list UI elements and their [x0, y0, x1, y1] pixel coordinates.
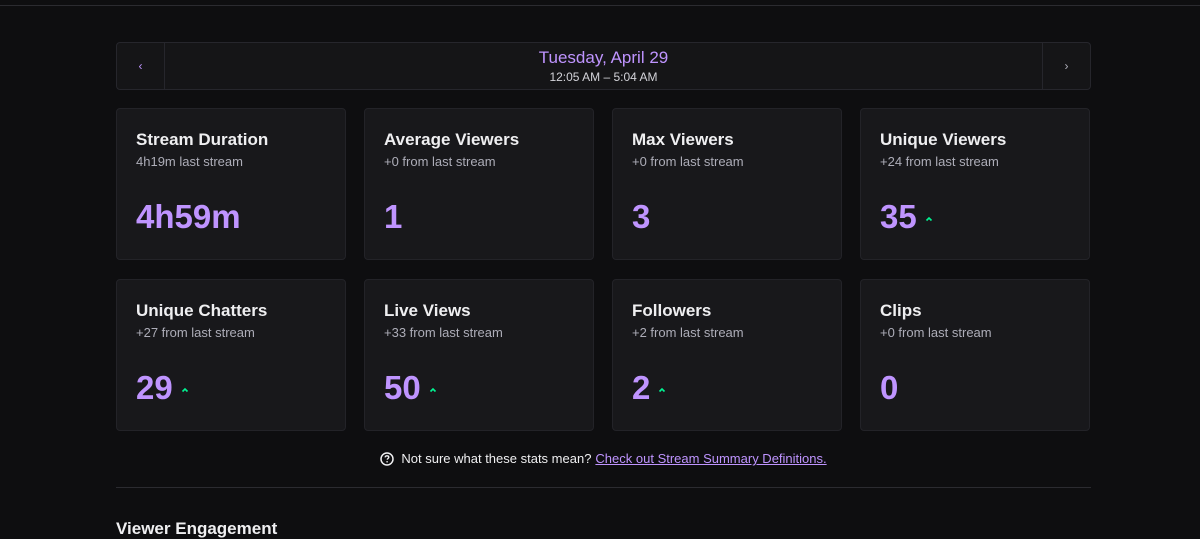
- trend-up-icon: [658, 386, 666, 394]
- chevron-right-icon: ›: [1064, 59, 1069, 73]
- date-display: Tuesday, April 29 12:05 AM – 5:04 AM: [165, 43, 1042, 89]
- help-text: Not sure what these stats mean?: [401, 451, 592, 466]
- stat-card-unique-viewers: Unique Viewers +24 from last stream 35: [860, 108, 1090, 260]
- stat-comparison: 4h19m last stream: [136, 154, 243, 169]
- stat-comparison: +0 from last stream: [880, 325, 992, 340]
- previous-stream-button[interactable]: ‹: [117, 43, 165, 89]
- trend-up-icon: [429, 386, 437, 394]
- stats-help: Not sure what these stats mean? Check ou…: [116, 451, 1091, 466]
- chevron-left-icon: ‹: [138, 59, 143, 73]
- stat-comparison: +0 from last stream: [632, 154, 744, 169]
- trend-up-icon: [181, 386, 189, 394]
- stat-card-followers: Followers +2 from last stream 2: [612, 279, 842, 431]
- stat-value: 0: [880, 369, 899, 406]
- stream-summary: ‹ Tuesday, April 29 12:05 AM – 5:04 AM ›…: [116, 42, 1091, 539]
- stream-time-range: 12:05 AM – 5:04 AM: [549, 69, 658, 84]
- stat-value: 2: [632, 369, 651, 406]
- stream-summary-definitions-link[interactable]: Check out Stream Summary Definitions.: [595, 451, 827, 466]
- stat-comparison: +24 from last stream: [880, 154, 999, 169]
- stat-value: 50: [384, 369, 421, 406]
- date-navigator: ‹ Tuesday, April 29 12:05 AM – 5:04 AM ›: [116, 42, 1091, 90]
- stat-card-stream-duration: Stream Duration 4h19m last stream 4h59m: [116, 108, 346, 260]
- stream-date: Tuesday, April 29: [538, 47, 669, 67]
- stat-card-unique-chatters: Unique Chatters +27 from last stream 29: [116, 279, 346, 431]
- stat-value: 4h59m: [136, 198, 241, 235]
- stat-comparison: +0 from last stream: [384, 154, 496, 169]
- stat-card-average-viewers: Average Viewers +0 from last stream 1: [364, 108, 594, 260]
- stats-grid: Stream Duration 4h19m last stream 4h59m …: [116, 108, 1091, 431]
- stat-title: Max Viewers: [632, 130, 734, 149]
- trend-up-icon: [925, 215, 933, 223]
- stat-card-max-viewers: Max Viewers +0 from last stream 3: [612, 108, 842, 260]
- stat-comparison: +33 from last stream: [384, 325, 503, 340]
- section-divider: [116, 487, 1091, 488]
- next-stream-button[interactable]: ›: [1042, 43, 1090, 89]
- stat-comparison: +2 from last stream: [632, 325, 744, 340]
- stat-title: Stream Duration: [136, 130, 269, 149]
- stat-comparison: +27 from last stream: [136, 325, 255, 340]
- question-circle-icon: [380, 451, 395, 466]
- stat-card-clips: Clips +0 from last stream 0: [860, 279, 1090, 431]
- top-divider: [0, 0, 1200, 6]
- stat-title: Live Views: [384, 301, 471, 320]
- stat-title: Average Viewers: [384, 130, 520, 149]
- stat-title: Unique Chatters: [136, 301, 268, 320]
- stat-value: 1: [384, 198, 403, 235]
- stat-value: 29: [136, 369, 173, 406]
- stat-title: Followers: [632, 301, 712, 320]
- stat-card-live-views: Live Views +33 from last stream 50: [364, 279, 594, 431]
- stat-value: 35: [880, 198, 917, 235]
- stat-title: Unique Viewers: [880, 130, 1007, 149]
- stat-value: 3: [632, 198, 651, 235]
- viewer-engagement-heading: Viewer Engagement: [116, 519, 278, 538]
- stat-title: Clips: [880, 301, 922, 320]
